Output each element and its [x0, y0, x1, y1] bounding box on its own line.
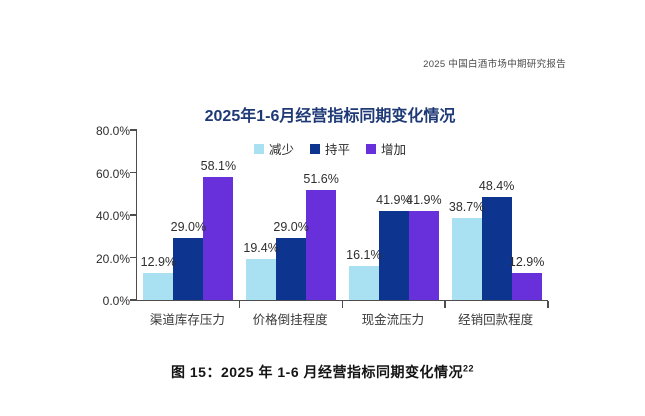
report-header-text: 2025 中国白酒市场中期研究报告	[423, 59, 566, 70]
bar-value-label: 29.0%	[170, 220, 207, 235]
chart-legend: 减少 持平 增加	[15, 139, 645, 158]
category-label-经销回款程度: 经销回款程度	[458, 313, 534, 327]
y-tick-mark	[130, 129, 137, 131]
chart-title: 2025年1-6月经营指标同期变化情况	[204, 108, 456, 125]
bar-slot: 38.7%	[448, 130, 485, 300]
y-axis: 0.0% 20.0% 40.0% 60.0% 80.0%	[66, 124, 130, 308]
bar-group-现金流压力: 16.1% 41.9% 41.9%	[343, 130, 446, 300]
x-tick-mark	[444, 301, 446, 308]
bar-slot: 29.0%	[273, 130, 309, 300]
bar-增加-经销回款程度	[511, 272, 542, 300]
bar-value-label: 19.4%	[243, 240, 279, 255]
y-tick-label: 20.0%	[95, 251, 130, 266]
bar-value-label: 16.1%	[346, 247, 382, 262]
bar-value-label: 41.9%	[376, 192, 412, 207]
bar-value-label: 12.9%	[508, 254, 545, 269]
legend-swatch-减少	[253, 143, 264, 154]
legend-label: 持平	[324, 143, 350, 157]
bar-group-渠道库存压力: 12.9% 29.0% 58.1%	[137, 130, 240, 300]
bar-减少-渠道库存压力	[143, 272, 174, 300]
y-tick-label: 60.0%	[95, 166, 130, 181]
legend-item-增加: 增加	[366, 139, 406, 158]
legend-swatch-持平	[309, 143, 320, 154]
bar-value-label: 51.6%	[303, 172, 339, 187]
bar-减少-价格倒挂程度	[246, 258, 277, 300]
bar-减少-现金流压力	[348, 265, 379, 300]
bar-增加-现金流压力	[408, 210, 439, 300]
x-tick-mark	[547, 301, 549, 308]
bar-slot: 51.6%	[303, 130, 339, 300]
bar-持平-渠道库存压力	[173, 238, 204, 300]
figure-caption: 图 15：2025 年 1-6 月经营指标同期变化情况22	[0, 362, 645, 382]
y-tick-label: 80.0%	[95, 124, 130, 138]
bar-增加-价格倒挂程度	[306, 190, 337, 300]
bars-row: 12.9% 29.0% 58.1% 19.4% 29.0% 51.6% 16.1% 41.9%…	[137, 130, 548, 300]
y-tick-mark	[130, 299, 137, 301]
y-tick-mark	[130, 171, 137, 174]
y-tick-mark	[130, 214, 137, 216]
bar-value-label: 41.9%	[406, 192, 442, 207]
bar-持平-现金流压力	[378, 210, 409, 300]
caption-footnote-ref: 22	[463, 363, 475, 374]
bar-slot: 12.9%	[508, 130, 545, 300]
bar-slot: 58.1%	[200, 130, 237, 300]
bar-value-label: 48.4%	[478, 179, 515, 194]
bar-持平-经销回款程度	[481, 197, 512, 300]
bar-slot: 41.9%	[376, 130, 412, 300]
bar-slot: 48.4%	[478, 130, 515, 300]
bar-value-label: 58.1%	[200, 158, 237, 173]
legend-label: 增加	[381, 143, 407, 157]
legend-item-减少: 减少	[253, 139, 294, 158]
bar-slot: 16.1%	[346, 130, 382, 300]
x-tick-mark	[238, 301, 241, 308]
legend-label: 减少	[268, 143, 294, 157]
legend-item-持平: 持平	[309, 139, 350, 158]
bar-增加-渠道库存压力	[203, 176, 234, 300]
category-label-价格倒挂程度: 价格倒挂程度	[252, 313, 328, 327]
plot-area: 12.9% 29.0% 58.1% 19.4% 29.0% 51.6% 16.1% 41.9%…	[130, 129, 549, 308]
category-label-现金流压力: 现金流压力	[361, 313, 425, 327]
x-tick-mark	[341, 301, 343, 308]
legend-swatch-增加	[366, 143, 376, 154]
bar-group-经销回款程度: 38.7% 48.4% 12.9%	[445, 130, 548, 300]
x-axis-categories: 渠道库存压力 价格倒挂程度 现金流压力 经销回款程度	[136, 309, 547, 328]
bar-减少-经销回款程度	[451, 217, 482, 300]
bar-value-label: 38.7%	[448, 199, 485, 214]
bar-value-label: 29.0%	[273, 220, 309, 235]
bar-slot: 19.4%	[243, 130, 279, 300]
category-label-渠道库存压力: 渠道库存压力	[149, 313, 225, 327]
bar-slot: 41.9%	[406, 130, 442, 300]
bar-value-label: 12.9%	[140, 254, 177, 269]
caption-text: 图 15：2025 年 1-6 月经营指标同期变化情况	[170, 364, 463, 380]
bar-group-价格倒挂程度: 19.4% 29.0% 51.6%	[240, 130, 343, 300]
bar-slot: 12.9%	[140, 130, 177, 300]
bar-持平-价格倒挂程度	[276, 238, 307, 300]
y-tick-mark	[130, 256, 137, 259]
y-tick-label: 0.0%	[102, 294, 130, 308]
bar-slot: 29.0%	[170, 130, 207, 300]
y-tick-label: 40.0%	[95, 209, 130, 223]
